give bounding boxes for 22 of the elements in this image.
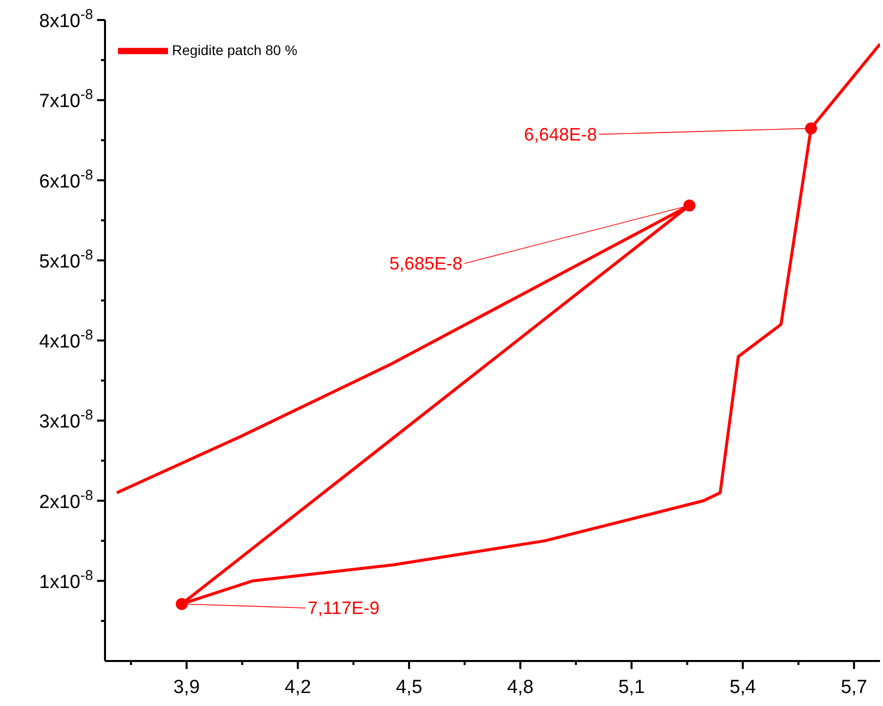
annotation: 6,648E-8 <box>524 124 598 144</box>
x-tick-label: 4,8 <box>507 677 534 698</box>
y-tick-label: 6x10$^{-8}$ <box>39 167 94 192</box>
y-tick-label: 3x10$^{-8}$ <box>39 408 94 433</box>
y-tick-label: 7x10$^{-8}$ <box>39 87 94 112</box>
y-tick-label: 8x10$^{-8}$ <box>39 7 94 32</box>
point <box>683 199 696 212</box>
y-tick-label: 2x10$^{-8}$ <box>39 488 94 513</box>
annotation: 7,117E-9 <box>308 598 380 618</box>
x-tick-label: 4,5 <box>396 677 422 698</box>
y-tick-label: 4x10$^{-8}$ <box>39 328 94 352</box>
x-tick-label: 3,9 <box>173 677 200 698</box>
legend-label: Regidite patch 80 % <box>172 42 298 58</box>
point <box>176 598 188 610</box>
point <box>805 122 818 134</box>
y-tick-label: 1x10$^{-8}$ <box>39 568 94 593</box>
y-tick-label: 5x10$^{-8}$ <box>39 247 94 272</box>
x-tick-label: 4,2 <box>284 677 312 698</box>
x-tick-label: 5,7 <box>840 677 868 698</box>
annotation: 5,685E-8 <box>389 253 462 274</box>
x-tick-label: 5,1 <box>618 677 645 698</box>
x-tick-label: 5,4 <box>730 677 756 698</box>
